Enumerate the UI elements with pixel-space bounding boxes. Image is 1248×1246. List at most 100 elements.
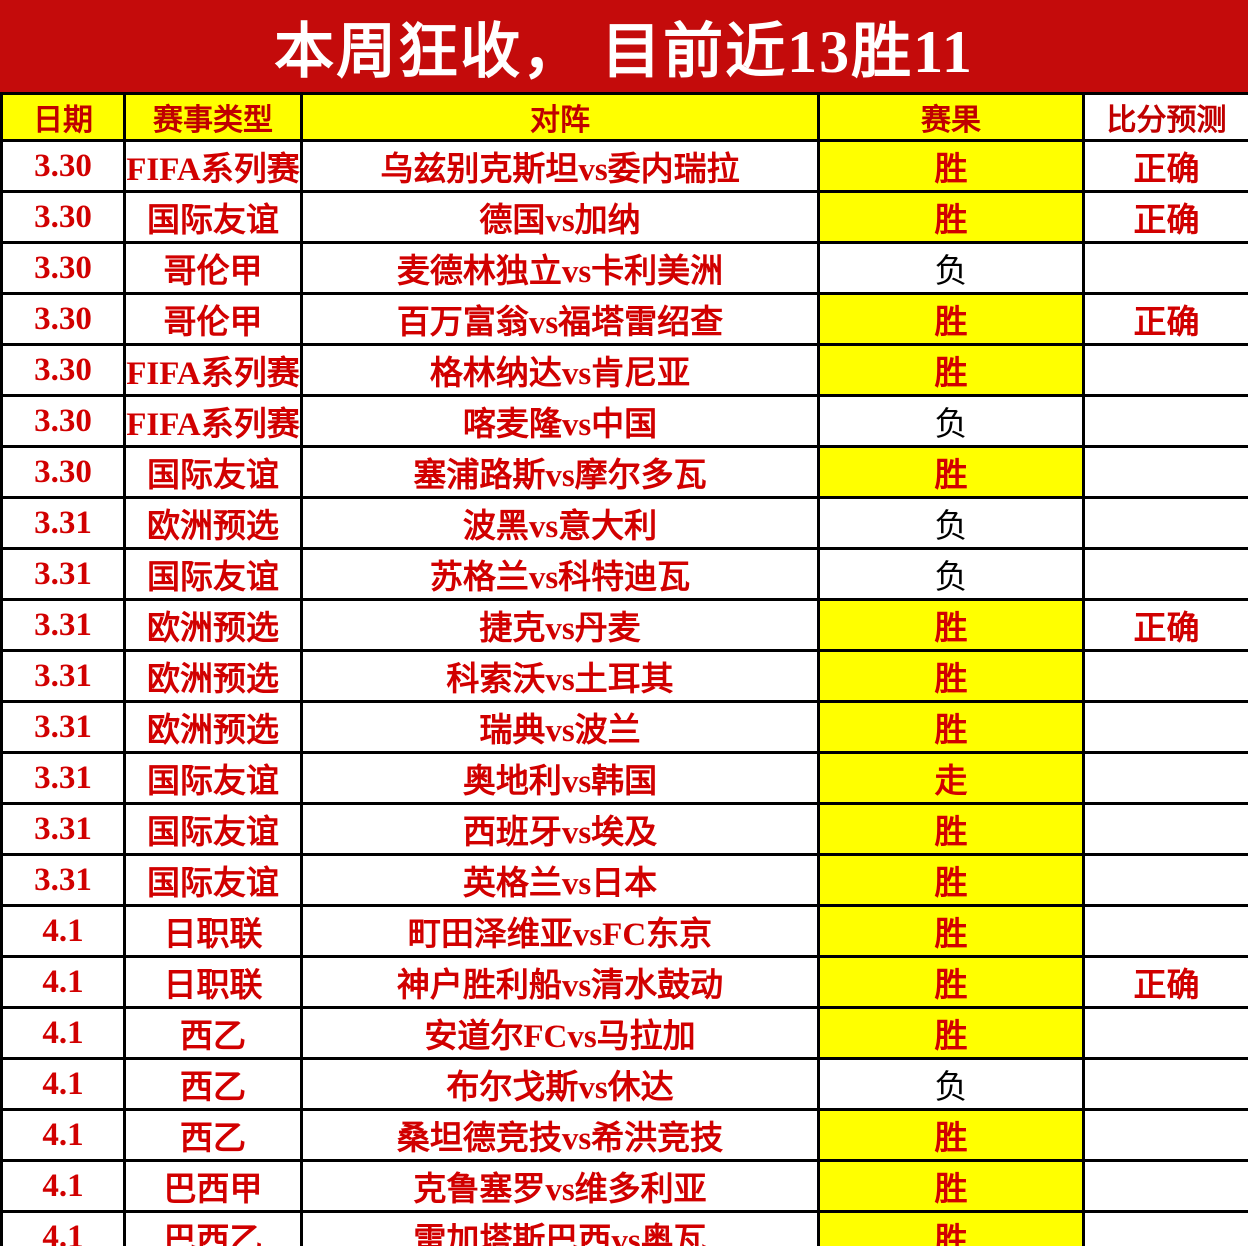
prediction-cell [1082,394,1248,448]
table-row: 4.1 日职联 町田泽维亚vsFC东京 胜 [0,904,1248,958]
column-header-result: 赛果 [817,92,1085,142]
table-row: 3.31 国际友谊 西班牙vs埃及 胜 [0,802,1248,856]
prediction-cell [1082,700,1248,754]
table-row: 4.1 西乙 布尔戈斯vs休达 负 [0,1057,1248,1111]
match-cell: 桑坦德竞技vs希洪竞技 [300,1108,820,1162]
prediction-cell [1082,904,1248,958]
league-cell: 巴西甲 [123,1159,303,1213]
match-cell: 布尔戈斯vs休达 [300,1057,820,1111]
table-row: 3.31 国际友谊 苏格兰vs科特迪瓦 负 [0,547,1248,601]
table-row: 3.30 FIFA系列赛 喀麦隆vs中国 负 [0,394,1248,448]
prediction-cell [1082,1057,1248,1111]
result-cell: 负 [817,496,1085,550]
result-cell: 胜 [817,343,1085,397]
prediction-cell [1082,649,1248,703]
prediction-cell [1082,445,1248,499]
column-header-date: 日期 [0,92,126,142]
league-cell: 国际友谊 [123,445,303,499]
table-row: 3.31 国际友谊 英格兰vs日本 胜 [0,853,1248,907]
table-row: 3.31 欧洲预选 瑞典vs波兰 胜 [0,700,1248,754]
table-row: 3.31 欧洲预选 波黑vs意大利 负 [0,496,1248,550]
match-cell: 西班牙vs埃及 [300,802,820,856]
result-cell: 胜 [817,853,1085,907]
prediction-cell: 正确 [1082,598,1248,652]
league-cell: 国际友谊 [123,853,303,907]
league-cell: 哥伦甲 [123,241,303,295]
league-cell: 日职联 [123,955,303,1009]
result-cell: 胜 [817,598,1085,652]
results-table-body: 3.30 FIFA系列赛 乌兹别克斯坦vs委内瑞拉 胜 正确 3.30 国际友谊… [0,139,1248,1246]
table-row: 3.30 FIFA系列赛 格林纳达vs肯尼亚 胜 [0,343,1248,397]
column-header-match: 对阵 [300,92,820,142]
column-header-league: 赛事类型 [123,92,303,142]
league-cell: 欧洲预选 [123,700,303,754]
result-cell: 胜 [817,802,1085,856]
results-table-header: 日期 赛事类型 对阵 赛果 比分预测 [0,92,1248,142]
date-cell: 4.1 [0,1210,126,1246]
table-row: 4.1 巴西乙 雷加塔斯巴西vs奥瓦 胜 [0,1210,1248,1246]
league-cell: FIFA系列赛 [123,394,303,448]
banner: 本周狂收， 目前近13胜11 [0,0,1248,92]
result-cell: 负 [817,1057,1085,1111]
table-row: 3.30 FIFA系列赛 乌兹别克斯坦vs委内瑞拉 胜 正确 [0,139,1248,193]
date-cell: 3.31 [0,853,126,907]
match-cell: 塞浦路斯vs摩尔多瓦 [300,445,820,499]
match-cell: 科索沃vs土耳其 [300,649,820,703]
table-row: 3.31 国际友谊 奥地利vs韩国 走 [0,751,1248,805]
league-cell: 西乙 [123,1057,303,1111]
date-cell: 3.31 [0,649,126,703]
league-cell: 国际友谊 [123,190,303,244]
header-row: 日期 赛事类型 对阵 赛果 比分预测 [0,92,1248,142]
match-cell: 乌兹别克斯坦vs委内瑞拉 [300,139,820,193]
column-header-prediction: 比分预测 [1082,92,1248,142]
match-cell: 雷加塔斯巴西vs奥瓦 [300,1210,820,1246]
date-cell: 4.1 [0,1159,126,1213]
prediction-cell [1082,343,1248,397]
table-row: 4.1 巴西甲 克鲁塞罗vs维多利亚 胜 [0,1159,1248,1213]
match-cell: 瑞典vs波兰 [300,700,820,754]
date-cell: 4.1 [0,904,126,958]
league-cell: 欧洲预选 [123,496,303,550]
date-cell: 3.31 [0,802,126,856]
league-cell: 国际友谊 [123,751,303,805]
match-cell: 奥地利vs韩国 [300,751,820,805]
result-cell: 胜 [817,649,1085,703]
match-cell: 波黑vs意大利 [300,496,820,550]
result-cell: 胜 [817,955,1085,1009]
result-cell: 负 [817,241,1085,295]
prediction-cell [1082,802,1248,856]
league-cell: 欧洲预选 [123,598,303,652]
date-cell: 3.30 [0,241,126,295]
date-cell: 3.30 [0,343,126,397]
league-cell: FIFA系列赛 [123,343,303,397]
league-cell: 国际友谊 [123,802,303,856]
table-row: 3.30 国际友谊 塞浦路斯vs摩尔多瓦 胜 [0,445,1248,499]
date-cell: 3.30 [0,190,126,244]
league-cell: 日职联 [123,904,303,958]
date-cell: 4.1 [0,1006,126,1060]
date-cell: 3.31 [0,496,126,550]
match-cell: 克鲁塞罗vs维多利亚 [300,1159,820,1213]
prediction-cell [1082,1108,1248,1162]
result-cell: 胜 [817,904,1085,958]
result-cell: 胜 [817,700,1085,754]
match-cell: 百万富翁vs福塔雷绍查 [300,292,820,346]
date-cell: 3.30 [0,292,126,346]
league-cell: 欧洲预选 [123,649,303,703]
result-cell: 胜 [817,292,1085,346]
league-cell: FIFA系列赛 [123,139,303,193]
prediction-cell [1082,496,1248,550]
table-row: 3.31 欧洲预选 捷克vs丹麦 胜 正确 [0,598,1248,652]
table-row: 3.30 哥伦甲 百万富翁vs福塔雷绍查 胜 正确 [0,292,1248,346]
prediction-cell [1082,1159,1248,1213]
table-row: 3.30 哥伦甲 麦德林独立vs卡利美洲 负 [0,241,1248,295]
date-cell: 3.30 [0,445,126,499]
prediction-cell [1082,1006,1248,1060]
result-cell: 胜 [817,1159,1085,1213]
prediction-cell: 正确 [1082,190,1248,244]
results-table: 日期 赛事类型 对阵 赛果 比分预测 3.30 FIFA系列赛 乌兹别克斯坦vs… [0,92,1248,1246]
prediction-cell [1082,751,1248,805]
table-row: 4.1 西乙 桑坦德竞技vs希洪竞技 胜 [0,1108,1248,1162]
prediction-cell: 正确 [1082,292,1248,346]
result-cell: 负 [817,547,1085,601]
